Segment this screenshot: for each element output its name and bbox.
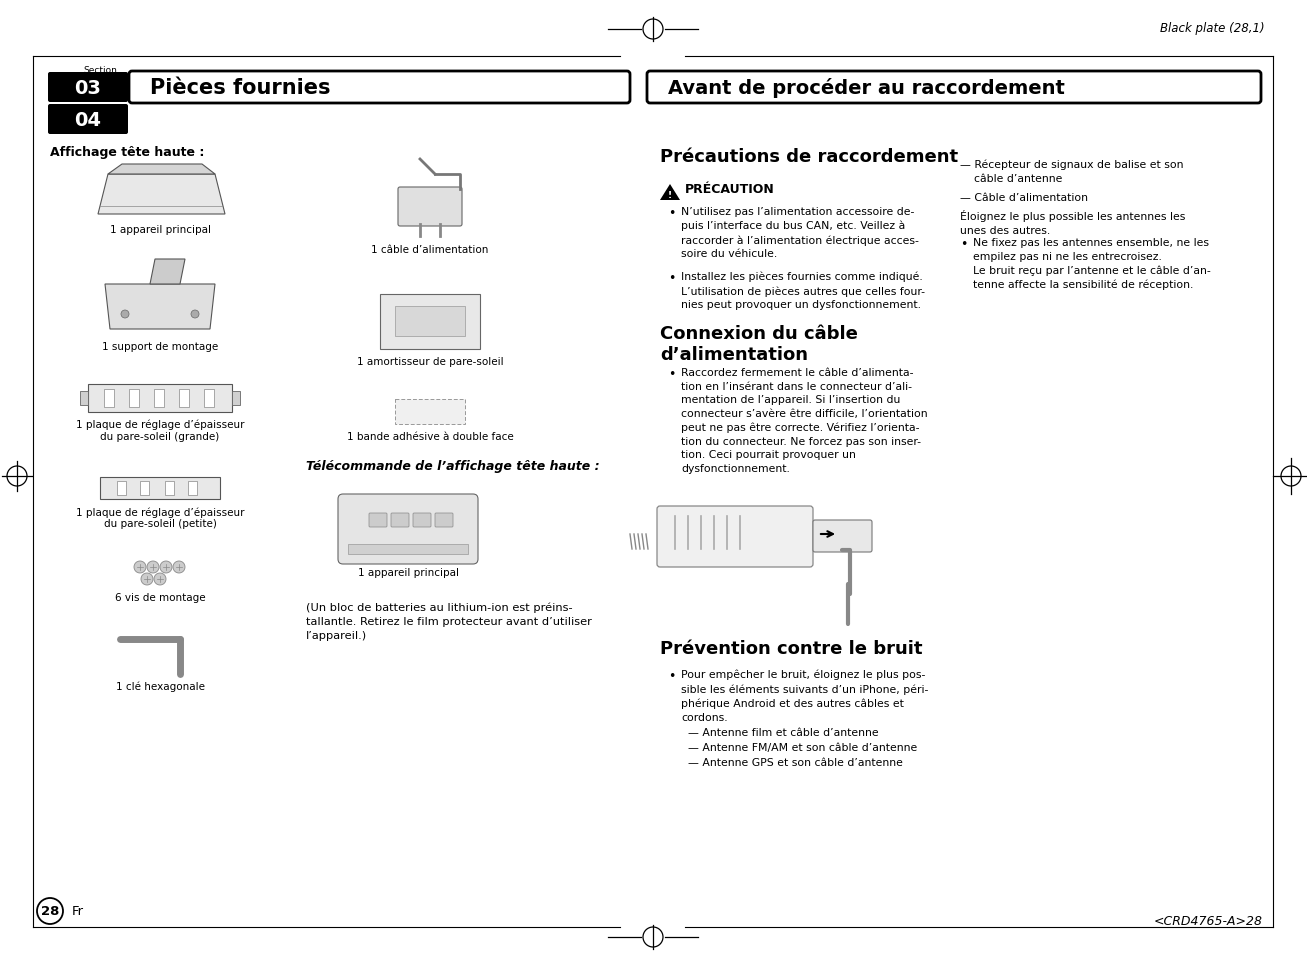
Text: •: • — [668, 669, 676, 682]
Text: — Câble d’alimentation: — Câble d’alimentation — [961, 193, 1087, 203]
FancyBboxPatch shape — [435, 514, 454, 527]
Bar — [395, 399, 465, 424]
Circle shape — [159, 561, 173, 574]
Bar — [179, 390, 190, 408]
Text: Précautions de raccordement: Précautions de raccordement — [660, 148, 958, 166]
Text: 1 câble d’alimentation: 1 câble d’alimentation — [371, 245, 489, 254]
Text: 1 plaque de réglage d’épaisseur
du pare-soleil (grande): 1 plaque de réglage d’épaisseur du pare-… — [76, 419, 244, 441]
Text: Pour empêcher le bruit, éloignez le plus pos-
sible les éléments suivants d’un i: Pour empêcher le bruit, éloignez le plus… — [681, 669, 928, 722]
Text: PRÉCAUTION: PRÉCAUTION — [685, 183, 775, 195]
Bar — [348, 544, 468, 555]
Text: Télécommande de l’affichage tête haute :: Télécommande de l’affichage tête haute : — [306, 459, 600, 473]
Bar — [204, 390, 214, 408]
FancyBboxPatch shape — [399, 188, 461, 227]
Polygon shape — [660, 185, 680, 201]
Text: •: • — [668, 207, 676, 220]
Bar — [105, 390, 114, 408]
Bar — [140, 481, 149, 496]
Bar — [154, 390, 163, 408]
Text: Pièces fournies: Pièces fournies — [150, 78, 331, 98]
Text: (Un bloc de batteries au lithium-ion est préins-
tallantle. Retirez le film prot: (Un bloc de batteries au lithium-ion est… — [306, 602, 592, 640]
Text: Affichage tête haute :: Affichage tête haute : — [50, 146, 204, 159]
Text: 1 bande adhésive à double face: 1 bande adhésive à double face — [346, 432, 514, 441]
Bar — [80, 392, 88, 406]
Text: 6 vis de montage: 6 vis de montage — [115, 593, 205, 602]
Text: — Antenne FM/AM et son câble d’antenne: — Antenne FM/AM et son câble d’antenne — [687, 742, 918, 752]
Text: 1 plaque de réglage d’épaisseur
du pare-soleil (petite): 1 plaque de réglage d’épaisseur du pare-… — [76, 506, 244, 529]
Bar — [233, 392, 240, 406]
FancyBboxPatch shape — [129, 71, 630, 104]
Polygon shape — [105, 285, 214, 330]
FancyBboxPatch shape — [380, 294, 480, 350]
Text: — Récepteur de signaux de balise et son
    câble d’antenne: — Récepteur de signaux de balise et son … — [961, 160, 1184, 184]
Polygon shape — [108, 165, 214, 174]
Text: Connexion du câble
d’alimentation: Connexion du câble d’alimentation — [660, 325, 857, 363]
FancyBboxPatch shape — [813, 520, 872, 553]
Text: Installez les pièces fournies comme indiqué.
L’utilisation de pièces autres que : Installez les pièces fournies comme indi… — [681, 272, 925, 310]
Text: — Antenne GPS et son câble d’antenne: — Antenne GPS et son câble d’antenne — [687, 758, 903, 767]
Bar — [395, 307, 465, 336]
Text: Raccordez fermement le câble d’alimenta-
tion en l’insérant dans le connecteur d: Raccordez fermement le câble d’alimenta-… — [681, 368, 928, 474]
Text: 1 appareil principal: 1 appareil principal — [110, 225, 210, 234]
Text: 1 support de montage: 1 support de montage — [102, 341, 218, 352]
Bar — [118, 481, 125, 496]
Text: Éloignez le plus possible les antennes les
unes des autres.: Éloignez le plus possible les antennes l… — [961, 210, 1185, 235]
FancyBboxPatch shape — [391, 514, 409, 527]
Circle shape — [135, 561, 146, 574]
Circle shape — [191, 311, 199, 318]
Circle shape — [122, 311, 129, 318]
Text: •: • — [668, 272, 676, 285]
Circle shape — [154, 574, 166, 585]
Text: !: ! — [668, 191, 672, 199]
Text: — Antenne film et câble d’antenne: — Antenne film et câble d’antenne — [687, 727, 878, 738]
Text: 1 clé hexagonale: 1 clé hexagonale — [115, 681, 204, 692]
Text: Section: Section — [84, 66, 116, 75]
Text: 04: 04 — [74, 111, 102, 130]
FancyBboxPatch shape — [647, 71, 1261, 104]
Text: 03: 03 — [74, 78, 102, 97]
Bar — [101, 477, 220, 499]
Text: •: • — [668, 368, 676, 380]
Text: N’utilisez pas l’alimentation accessoire de-
puis l’interface du bus CAN, etc. V: N’utilisez pas l’alimentation accessoire… — [681, 207, 919, 259]
Circle shape — [146, 561, 159, 574]
Polygon shape — [98, 174, 225, 214]
Text: 1 appareil principal: 1 appareil principal — [358, 567, 459, 578]
Text: Prévention contre le bruit: Prévention contre le bruit — [660, 639, 923, 658]
FancyBboxPatch shape — [413, 514, 431, 527]
Text: 1 amortisseur de pare-soleil: 1 amortisseur de pare-soleil — [357, 356, 503, 367]
Circle shape — [173, 561, 186, 574]
Text: •: • — [961, 237, 967, 251]
Text: <CRD4765-A>28: <CRD4765-A>28 — [1154, 915, 1263, 927]
FancyBboxPatch shape — [369, 514, 387, 527]
Text: Black plate (28,1): Black plate (28,1) — [1161, 22, 1265, 35]
FancyBboxPatch shape — [339, 495, 478, 564]
Bar — [88, 385, 233, 413]
Text: Ne fixez pas les antennes ensemble, ne les
empilez pas ni ne les entrecroisez.
L: Ne fixez pas les antennes ensemble, ne l… — [972, 237, 1210, 290]
FancyBboxPatch shape — [657, 506, 813, 567]
Bar — [165, 481, 174, 496]
Circle shape — [141, 574, 153, 585]
Text: Avant de procéder au raccordement: Avant de procéder au raccordement — [668, 78, 1065, 98]
FancyBboxPatch shape — [48, 105, 128, 135]
Circle shape — [37, 898, 63, 924]
FancyBboxPatch shape — [48, 73, 128, 103]
Text: Fr: Fr — [72, 904, 84, 918]
Bar — [129, 390, 139, 408]
Polygon shape — [150, 260, 186, 285]
Bar — [188, 481, 197, 496]
Text: 28: 28 — [41, 904, 59, 918]
